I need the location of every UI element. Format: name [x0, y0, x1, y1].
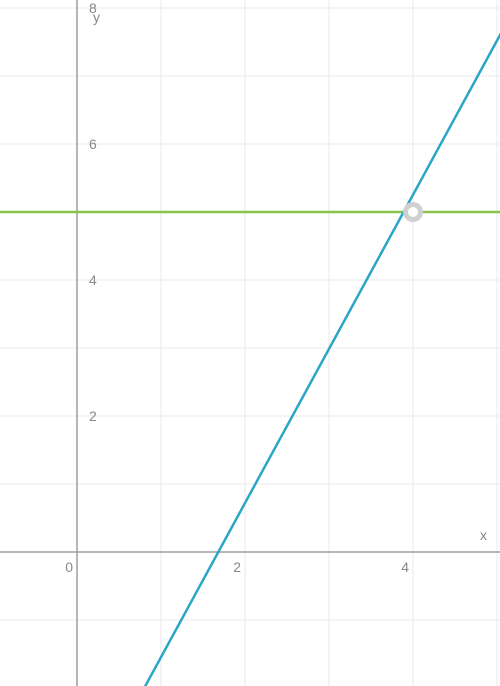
y-tick-label: 4	[89, 272, 97, 288]
x-tick-label: 4	[401, 559, 409, 575]
chart-background	[0, 0, 500, 686]
chart-container: 0242468xy	[0, 0, 500, 686]
x-tick-label: 2	[233, 559, 241, 575]
y-tick-label: 6	[89, 136, 97, 152]
x-axis-label: x	[480, 527, 487, 543]
x-tick-label: 0	[65, 559, 73, 575]
intersection-ring-inner	[408, 207, 418, 217]
line-chart: 0242468xy	[0, 0, 500, 686]
y-tick-label: 2	[89, 408, 97, 424]
y-axis-label: y	[93, 9, 100, 25]
